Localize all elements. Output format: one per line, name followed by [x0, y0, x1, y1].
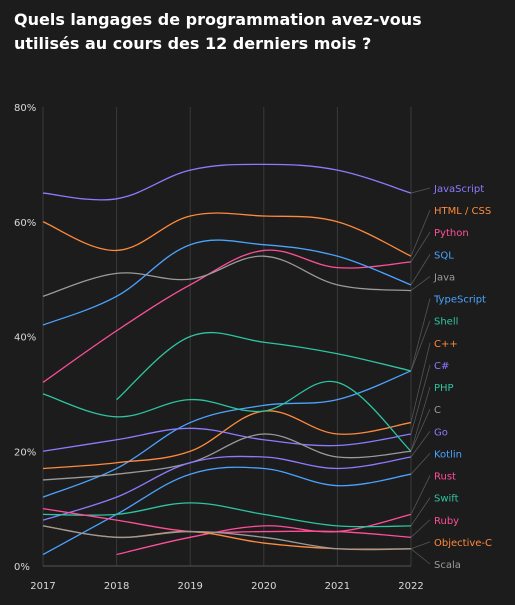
- series-line-php: [42, 380, 412, 452]
- y-tick-label: 40%: [14, 333, 36, 344]
- label-connector-html-css: [410, 209, 431, 257]
- series-label-javascript: JavaScript: [433, 184, 484, 195]
- series-lines: [42, 163, 412, 556]
- label-connector-shell: [410, 320, 431, 372]
- grid-lines: [42, 107, 412, 567]
- series-line-c: [42, 427, 412, 452]
- series-label-php: PHP: [434, 383, 454, 394]
- y-tick-label: 20%: [14, 447, 36, 458]
- label-connector-swift: [410, 497, 431, 527]
- label-connector-typescript: [410, 298, 431, 372]
- y-axis-ticks: 0% 20% 40% 60% 80%: [14, 103, 36, 573]
- y-tick-label: 60%: [14, 218, 36, 229]
- series-label-c: C#: [434, 361, 449, 372]
- series-line-scala: [42, 525, 412, 551]
- label-connector-java: [410, 276, 431, 291]
- x-tick-label: 2021: [325, 581, 350, 592]
- series-label-shell: Shell: [434, 317, 458, 328]
- label-connector-javascript: [410, 187, 431, 194]
- series-label-sql: SQL: [434, 250, 454, 261]
- series-line-html-css: [42, 212, 412, 257]
- series-label-html-css: HTML / CSS: [434, 206, 491, 217]
- label-connector-kotlin: [410, 453, 431, 475]
- series-label-kotlin: Kotlin: [434, 449, 462, 460]
- label-connector-sql: [410, 254, 431, 286]
- series-label-c: C++: [434, 339, 458, 350]
- series-line-typescript: [42, 370, 412, 498]
- label-connector-python: [410, 232, 431, 263]
- series-labels: JavaScript HTML / CSS Python SQL Java TypeScr…: [410, 184, 492, 571]
- label-connector-rust: [410, 475, 431, 515]
- series-label-swift: Swift: [434, 494, 459, 505]
- x-axis-ticks: 2017 2018 2019 2020 2021 2022: [30, 581, 423, 592]
- y-tick-label: 0%: [14, 562, 30, 573]
- series-line-python: [42, 249, 412, 383]
- x-tick-label: 2020: [251, 581, 276, 592]
- series-line-go: [42, 455, 412, 521]
- series-line-sql: [42, 239, 412, 326]
- x-tick-label: 2019: [177, 581, 202, 592]
- label-connector-ruby: [410, 519, 431, 538]
- series-line-c: [42, 433, 412, 481]
- label-connector-c: [410, 364, 431, 435]
- series-label-objective-c: Objective-C: [434, 538, 492, 549]
- label-connector-c: [410, 342, 431, 423]
- x-tick-label: 2018: [104, 581, 129, 592]
- series-label-go: Go: [434, 427, 448, 438]
- series-line-swift: [42, 502, 412, 528]
- series-label-java: Java: [433, 272, 455, 283]
- label-connector-go: [410, 431, 431, 458]
- series-line-c: [42, 410, 412, 470]
- series-line-shell: [116, 332, 412, 401]
- series-line-java: [42, 255, 412, 297]
- series-line-kotlin: [42, 466, 412, 556]
- series-label-rust: Rust: [434, 472, 456, 483]
- series-label-typescript: TypeScript: [433, 295, 486, 306]
- label-connector-scala: [410, 548, 431, 565]
- series-label-python: Python: [434, 228, 469, 239]
- series-label-c: C: [434, 405, 441, 416]
- label-connector-php: [410, 386, 431, 452]
- label-connector-c: [410, 409, 431, 452]
- x-tick-label: 2017: [30, 581, 55, 592]
- series-line-ruby: [42, 507, 412, 538]
- series-label-ruby: Ruby: [434, 516, 459, 527]
- x-tick-label: 2022: [398, 581, 423, 592]
- series-label-scala: Scala: [434, 560, 461, 571]
- chart-title: Quels langages de programmation avez-vou…: [14, 10, 422, 53]
- y-tick-label: 80%: [14, 103, 36, 114]
- label-connector-objective-c: [410, 541, 431, 550]
- series-line-javascript: [42, 163, 412, 201]
- series-line-rust: [116, 513, 412, 556]
